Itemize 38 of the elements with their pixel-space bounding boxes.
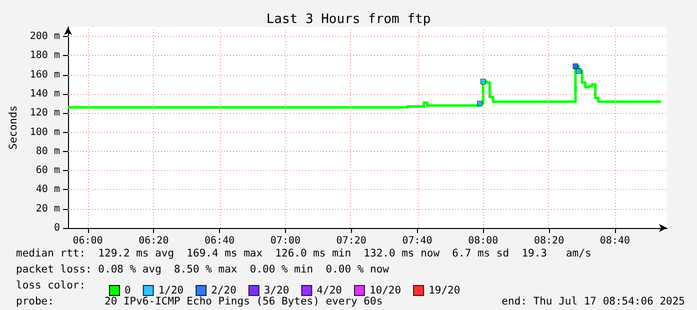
point [576,68,582,74]
y-tick-label: 60 m [36,165,60,176]
x-tick-label: 07:20 [336,236,366,246]
point [477,100,483,106]
legend-label: 2/20 [211,284,236,296]
y-axis-title: Seconds [8,105,20,150]
text: end: Thu Jul 17 08:54:06 2025 [502,296,686,308]
legend-label: 1/20 [158,284,184,296]
y-tick-label: 200 m [30,31,60,42]
text: median rtt: 129.2 ms avg 169.4 ms max 126.0 ms min 132.0 ms now 6.7 ms sd 19.3 am/s [16,248,592,260]
x-tick-label: 07:00 [270,236,301,246]
x-tick-label: 06:40 [204,236,235,246]
y-tick-label: 160 m [30,69,60,80]
y-tick-label: 100 m [30,126,60,138]
y-tick-label: 40 m [36,184,60,196]
legend-label: 3/20 [264,284,290,296]
legend-label: 0 [124,284,131,296]
legend-label: 4/20 [316,284,342,296]
x-tick-label: 08:40 [600,236,630,246]
point [572,63,578,69]
y-tick-label: 20 m [36,203,60,214]
text: packet loss: 0.08 % avg 8.50 % max 0.00 % min 0.00 % now [16,264,390,276]
x-tick-label: 08:00 [468,236,498,246]
y-tick-label: 180 m [30,50,60,62]
legend-label: 10/20 [369,284,402,296]
y-tick-label: 0 [54,222,60,234]
legend-label: 19/20 [428,284,460,296]
y-tick-label: 120 m [30,108,60,119]
x-tick-label: 06:20 [138,236,169,246]
chart-title: Last 3 Hours from ftp [266,12,431,27]
x-tick-label: 07:40 [402,236,432,246]
y-tick-label: 80 m [36,146,60,157]
legend-title: loss color: [16,280,86,292]
y-tick-label: 140 m [30,88,60,100]
point [480,78,486,84]
x-tick-label: 06:00 [72,236,103,246]
x-tick-label: 08:20 [534,236,564,246]
text: probe: 20 IPv6-ICMP Echo Pings (56 Bytes) every 60s [16,296,383,308]
